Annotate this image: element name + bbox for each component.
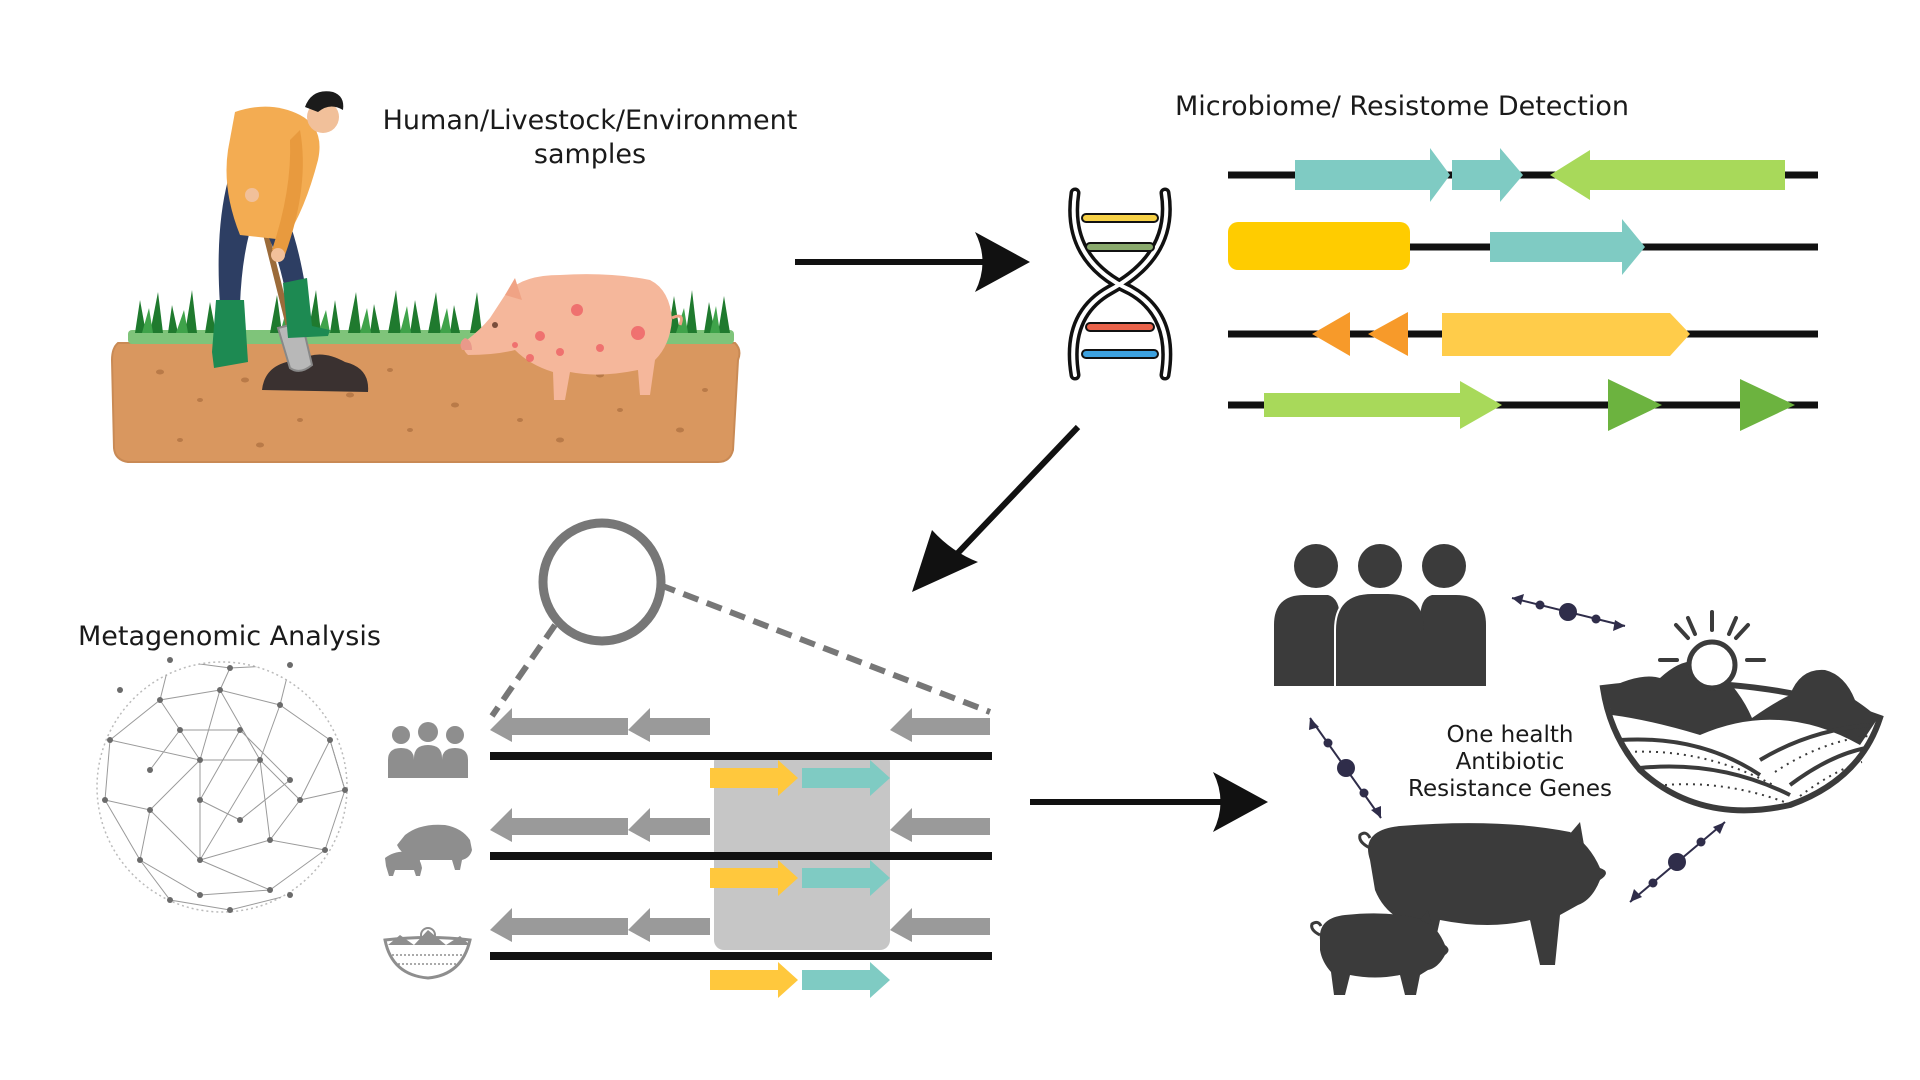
metagenomic-label: Metagenomic Analysis: [78, 621, 381, 652]
one-health-label-line3: Resistance Genes: [1408, 776, 1612, 803]
gray-gene-arrows: [490, 708, 990, 942]
gene-arrow-dark-green: [1608, 379, 1662, 431]
connector-people-landscape: [1511, 594, 1626, 631]
pigs-mini-icon: [385, 824, 472, 876]
shared-region-highlight: [714, 752, 890, 950]
people-mini-icon: [388, 722, 468, 778]
samples-label-line1: Human/Livestock/Environment: [382, 105, 798, 136]
gene-block-yellow: [1442, 313, 1690, 356]
gene-arrow-dark-green: [1740, 379, 1795, 431]
network-sphere-icon: [96, 657, 348, 913]
magnifier-circle-icon: [489, 518, 992, 718]
one-health-label: One health Antibiotic Resistance Genes: [1390, 722, 1630, 803]
flow-arrow-3: [1030, 772, 1268, 832]
gene-arrow-green: [1264, 381, 1502, 429]
soil-pebbles: [156, 368, 708, 448]
gene-comparison-panel: [383, 708, 992, 998]
samples-label-line2: samples: [533, 138, 647, 170]
flow-arrow-2: [912, 424, 1081, 592]
farmer-digging-icon: [212, 91, 344, 372]
pigs-icon: [1310, 822, 1606, 995]
dna-double-helix-icon: [1067, 187, 1173, 381]
one-health-label-line1: One health: [1446, 722, 1574, 748]
gene-arrow-orange: [1312, 312, 1350, 356]
gene-tracks: [1228, 148, 1818, 431]
people-group-icon: [1274, 544, 1486, 688]
gene-arrow-teal: [1452, 148, 1523, 202]
samples-label: Human/Livestock/Environment samples: [370, 104, 810, 172]
network-nodes: [102, 657, 348, 913]
connector-pigs-landscape: [1629, 821, 1726, 903]
gene-arrow-orange: [1368, 312, 1408, 356]
gene-arrow-green: [1550, 150, 1785, 200]
landscape-mini-icon: [383, 927, 472, 980]
shared-gene-arrows: [710, 760, 890, 998]
gene-arrow-teal: [1295, 148, 1450, 202]
one-health-label-line2: Antibiotic: [1455, 749, 1565, 776]
connector-people-pigs: [1309, 717, 1382, 819]
flow-arrow-1: [795, 232, 1030, 292]
detection-label: Microbiome/ Resistome Detection: [1175, 91, 1629, 122]
landscape-sun-icon: [1599, 610, 1884, 814]
gene-block-gold: [1228, 222, 1410, 270]
gene-arrow-teal: [1490, 219, 1645, 275]
pig-icon: [460, 274, 683, 400]
